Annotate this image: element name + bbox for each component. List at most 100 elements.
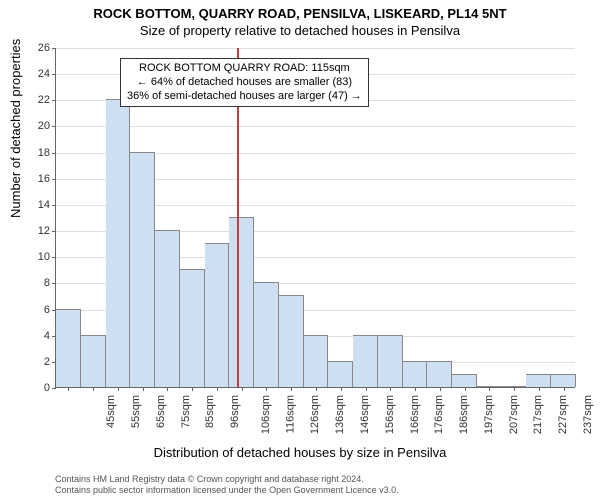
ytick-mark bbox=[52, 48, 56, 49]
xtick-label: 126sqm bbox=[310, 395, 322, 434]
bar bbox=[551, 374, 576, 387]
y-axis-label: Number of detached properties bbox=[8, 39, 23, 218]
footer-attribution: Contains HM Land Registry data © Crown c… bbox=[55, 474, 399, 496]
ytick-label: 12 bbox=[38, 225, 50, 237]
xtick-mark bbox=[465, 387, 466, 391]
bar bbox=[526, 374, 551, 387]
xtick-label: 207sqm bbox=[508, 395, 520, 434]
ytick-mark bbox=[52, 153, 56, 154]
ytick-mark bbox=[52, 257, 56, 258]
chart-title-main: ROCK BOTTOM, QUARRY ROAD, PENSILVA, LISK… bbox=[0, 0, 600, 21]
bar bbox=[353, 335, 378, 387]
bar bbox=[279, 295, 304, 387]
bar bbox=[106, 99, 131, 387]
xtick-label: 55sqm bbox=[130, 395, 142, 428]
footer-line-1: Contains HM Land Registry data © Crown c… bbox=[55, 474, 399, 485]
ytick-label: 0 bbox=[44, 382, 50, 394]
bar bbox=[56, 309, 81, 387]
xtick-mark bbox=[415, 387, 416, 391]
xtick-label: 116sqm bbox=[284, 395, 296, 433]
xtick-label: 85sqm bbox=[204, 395, 216, 428]
ytick-label: 4 bbox=[44, 330, 50, 342]
ytick-label: 20 bbox=[38, 120, 50, 132]
ytick-mark bbox=[52, 126, 56, 127]
ytick-label: 26 bbox=[38, 42, 50, 54]
bar bbox=[403, 361, 428, 387]
chart-title-sub: Size of property relative to detached ho… bbox=[0, 21, 600, 38]
bar bbox=[452, 374, 477, 387]
xtick-mark bbox=[68, 387, 69, 391]
annotation-line-3: 36% of semi-detached houses are larger (… bbox=[127, 90, 362, 104]
annotation-line-1: ROCK BOTTOM QUARRY ROAD: 115sqm bbox=[127, 62, 362, 76]
xtick-label: 146sqm bbox=[359, 395, 371, 434]
xtick-mark bbox=[539, 387, 540, 391]
xtick-mark bbox=[390, 387, 391, 391]
gridline bbox=[56, 48, 575, 49]
xtick-label: 106sqm bbox=[260, 395, 272, 434]
xtick-mark bbox=[217, 387, 218, 391]
xtick-label: 96sqm bbox=[229, 395, 241, 428]
xtick-mark bbox=[564, 387, 565, 391]
xtick-mark bbox=[143, 387, 144, 391]
bar bbox=[328, 361, 353, 387]
xtick-mark bbox=[366, 387, 367, 391]
ytick-mark bbox=[52, 388, 56, 389]
annotation-box: ROCK BOTTOM QUARRY ROAD: 115sqm← 64% of … bbox=[120, 58, 369, 107]
xtick-label: 156sqm bbox=[384, 395, 396, 434]
bar bbox=[427, 361, 452, 387]
xtick-label: 237sqm bbox=[582, 395, 594, 434]
bar bbox=[229, 217, 254, 387]
xtick-mark bbox=[316, 387, 317, 391]
ytick-label: 8 bbox=[44, 277, 50, 289]
xtick-mark bbox=[489, 387, 490, 391]
ytick-label: 14 bbox=[38, 199, 50, 211]
xtick-label: 197sqm bbox=[483, 395, 495, 434]
xtick-label: 217sqm bbox=[532, 395, 544, 434]
ytick-mark bbox=[52, 231, 56, 232]
bar bbox=[130, 152, 155, 387]
xtick-mark bbox=[93, 387, 94, 391]
xtick-label: 227sqm bbox=[557, 395, 569, 434]
bar bbox=[254, 282, 279, 387]
ytick-mark bbox=[52, 179, 56, 180]
ytick-mark bbox=[52, 205, 56, 206]
ytick-label: 10 bbox=[38, 251, 50, 263]
xtick-label: 166sqm bbox=[409, 395, 421, 434]
xtick-label: 45sqm bbox=[105, 395, 117, 428]
xtick-label: 136sqm bbox=[334, 395, 346, 434]
bar bbox=[81, 335, 106, 387]
histogram-chart: ROCK BOTTOM, QUARRY ROAD, PENSILVA, LISK… bbox=[0, 0, 600, 500]
xtick-mark bbox=[341, 387, 342, 391]
ytick-label: 22 bbox=[38, 94, 50, 106]
xtick-mark bbox=[291, 387, 292, 391]
ytick-label: 24 bbox=[38, 68, 50, 80]
gridline bbox=[56, 126, 575, 127]
xtick-mark bbox=[514, 387, 515, 391]
xtick-mark bbox=[266, 387, 267, 391]
ytick-mark bbox=[52, 74, 56, 75]
x-axis-label: Distribution of detached houses by size … bbox=[0, 445, 600, 460]
ytick-mark bbox=[52, 283, 56, 284]
bar bbox=[378, 335, 403, 387]
xtick-mark bbox=[192, 387, 193, 391]
plot-area: 0246810121416182022242645sqm55sqm65sqm75… bbox=[55, 48, 575, 388]
ytick-label: 2 bbox=[44, 356, 50, 368]
ytick-label: 18 bbox=[38, 147, 50, 159]
xtick-label: 186sqm bbox=[458, 395, 470, 434]
ytick-mark bbox=[52, 100, 56, 101]
bar bbox=[205, 243, 230, 387]
ytick-label: 16 bbox=[38, 173, 50, 185]
xtick-label: 176sqm bbox=[433, 395, 445, 434]
xtick-mark bbox=[167, 387, 168, 391]
xtick-label: 75sqm bbox=[180, 395, 192, 428]
bar bbox=[180, 269, 205, 387]
ytick-label: 6 bbox=[44, 304, 50, 316]
bar bbox=[304, 335, 329, 387]
bar bbox=[155, 230, 180, 387]
xtick-label: 65sqm bbox=[155, 395, 167, 428]
xtick-mark bbox=[118, 387, 119, 391]
footer-line-2: Contains public sector information licen… bbox=[55, 485, 399, 496]
xtick-mark bbox=[440, 387, 441, 391]
xtick-mark bbox=[242, 387, 243, 391]
annotation-line-2: ← 64% of detached houses are smaller (83… bbox=[127, 76, 362, 90]
